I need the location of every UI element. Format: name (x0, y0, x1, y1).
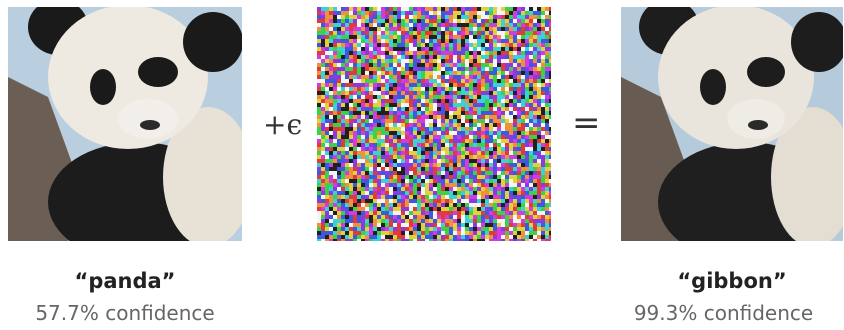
confidence-text-right: 99.3% confidence (633, 301, 814, 325)
equals-operator: = (572, 103, 601, 143)
panda-illustration (8, 7, 242, 241)
prediction-label-left: “panda” (74, 269, 176, 293)
adversarial-noise-image (317, 7, 551, 241)
prediction-label-right: “gibbon” (677, 269, 787, 293)
panda-illustration (621, 7, 843, 241)
confidence-text-left: 57.7% confidence (35, 301, 215, 325)
plus-epsilon-operator: +ϵ (263, 108, 303, 141)
panda-image-original (8, 7, 242, 241)
noise-pattern (317, 7, 551, 241)
panda-image-adversarial (621, 7, 843, 241)
